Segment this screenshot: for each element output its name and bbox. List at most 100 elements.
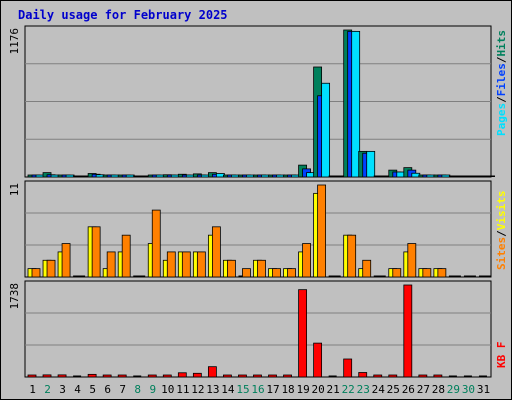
x-tick-label: 9 bbox=[149, 383, 156, 396]
bar-kb-f-day-24 bbox=[373, 374, 383, 378]
bar-sites-day-20 bbox=[317, 184, 327, 278]
bar-kb-f-day-14 bbox=[223, 374, 232, 378]
bar-kb-f-day-5 bbox=[87, 373, 97, 378]
x-tick-label: 22 bbox=[342, 383, 355, 396]
bar-sites-day-7 bbox=[121, 234, 131, 278]
x-tick-label: 24 bbox=[372, 383, 386, 396]
x-tick-label: 31 bbox=[477, 383, 490, 396]
legend-separator: / bbox=[495, 96, 508, 103]
chart-title: Daily usage for February 2025 bbox=[18, 8, 228, 22]
bar-sites-day-18 bbox=[287, 268, 296, 278]
bar-kb-f-day-16 bbox=[253, 374, 262, 378]
bar-kb-f-day-1 bbox=[27, 374, 37, 378]
bar-sites-day-10 bbox=[166, 251, 176, 278]
bar-pages-day-21 bbox=[336, 175, 345, 177]
x-tick-label: 15 bbox=[236, 383, 249, 396]
legend-entry-hits: Hits bbox=[495, 30, 508, 57]
bar-sites-day-5 bbox=[91, 226, 101, 278]
bar-kb-f-day-10 bbox=[162, 374, 172, 378]
bar-sites-day-9 bbox=[151, 209, 161, 278]
x-tick-label: 18 bbox=[281, 383, 294, 396]
bar-kb-f-day-21 bbox=[328, 375, 337, 377]
bar-sites-day-12 bbox=[196, 251, 206, 278]
x-tick-label: 23 bbox=[357, 383, 370, 396]
bar-sites-day-28 bbox=[437, 268, 447, 278]
bar-sites-day-2 bbox=[46, 259, 56, 278]
bar-kb-f-day-7 bbox=[117, 374, 127, 378]
bar-sites-day-23 bbox=[362, 259, 372, 278]
legend-entry-files: Files bbox=[495, 63, 508, 96]
bar-pages-day-24 bbox=[381, 175, 390, 177]
x-tick-label: 20 bbox=[312, 383, 325, 396]
bar-sites-day-4 bbox=[77, 275, 86, 277]
x-tick-label: 30 bbox=[462, 383, 475, 396]
legend: Sites/Visits bbox=[495, 191, 508, 271]
bar-pages-day-31 bbox=[486, 175, 495, 177]
x-tick-label: 8 bbox=[134, 383, 141, 396]
x-tick-label: 2 bbox=[44, 383, 51, 396]
bar-sites-day-1 bbox=[31, 268, 41, 278]
x-tick-label: 17 bbox=[266, 383, 279, 396]
bar-sites-day-24 bbox=[377, 275, 386, 277]
bar-sites-day-6 bbox=[106, 251, 116, 278]
x-tick-label: 11 bbox=[176, 383, 189, 396]
bar-kb-f-day-9 bbox=[147, 374, 157, 378]
bar-pages-day-8 bbox=[141, 175, 150, 177]
bar-sites-day-3 bbox=[61, 243, 71, 278]
bar-kb-f-day-17 bbox=[268, 374, 277, 378]
legend-entry-kb-f: KB F bbox=[495, 342, 508, 369]
legend-entry-sites: Sites bbox=[495, 237, 508, 270]
y-max-label: 1738 bbox=[8, 283, 21, 310]
bar-kb-f-day-2 bbox=[42, 374, 52, 378]
x-tick-label: 29 bbox=[447, 383, 460, 396]
bar-sites-day-21 bbox=[332, 275, 341, 277]
bar-sites-day-22 bbox=[347, 234, 357, 278]
bar-kb-f-day-23 bbox=[358, 372, 368, 378]
x-tick-label: 3 bbox=[59, 383, 66, 396]
bar-kb-f-day-8 bbox=[133, 375, 142, 377]
bar-kb-f-day-29 bbox=[448, 375, 457, 377]
x-tick-label: 10 bbox=[161, 383, 174, 396]
legend: Pages/Files/Hits bbox=[495, 30, 508, 136]
bar-kb-f-day-27 bbox=[418, 374, 428, 378]
bar-sites-day-30 bbox=[467, 275, 476, 277]
bar-sites-day-27 bbox=[422, 268, 432, 278]
bar-kb-f-day-28 bbox=[433, 374, 443, 378]
bar-pages-day-7 bbox=[125, 174, 135, 178]
x-tick-label: 6 bbox=[104, 383, 111, 396]
bar-sites-day-16 bbox=[257, 259, 266, 278]
bar-pages-day-3 bbox=[65, 174, 75, 178]
bar-kb-f-day-19 bbox=[298, 289, 307, 378]
bar-kb-f-day-13 bbox=[207, 366, 217, 378]
bar-sites-day-14 bbox=[227, 259, 236, 278]
bar-kb-f-day-15 bbox=[238, 374, 247, 378]
bar-kb-f-day-3 bbox=[57, 374, 67, 378]
bar-sites-day-11 bbox=[181, 251, 191, 278]
plot-area bbox=[24, 280, 492, 378]
legend: KB F bbox=[495, 342, 508, 369]
bar-sites-day-13 bbox=[211, 226, 221, 278]
bar-kb-f-day-26 bbox=[403, 284, 413, 378]
legend-separator: / bbox=[495, 230, 508, 237]
bar-sites-day-15 bbox=[242, 268, 251, 278]
visits-sites-panel: 11 Sites/Visits bbox=[8, 180, 508, 278]
x-tick-label: 7 bbox=[119, 383, 126, 396]
x-tick-label: 5 bbox=[89, 383, 96, 396]
x-tick-label: 28 bbox=[432, 383, 445, 396]
bar-kb-f-day-22 bbox=[343, 358, 353, 378]
bar-kb-f-day-6 bbox=[102, 374, 112, 378]
bar-kb-f-day-20 bbox=[313, 342, 323, 378]
bar-pages-day-20 bbox=[321, 82, 331, 178]
x-tick-label: 25 bbox=[387, 383, 400, 396]
bar-kb-f-day-18 bbox=[283, 374, 292, 378]
bar-pages-day-30 bbox=[471, 175, 480, 177]
bar-kb-f-day-4 bbox=[73, 375, 82, 377]
legend-entry-pages: Pages bbox=[495, 103, 508, 136]
bar-kb-f-day-31 bbox=[478, 375, 487, 377]
bar-pages-day-29 bbox=[456, 175, 465, 177]
x-tick-label: 19 bbox=[296, 383, 309, 396]
bar-sites-day-29 bbox=[452, 275, 461, 277]
x-tick-label: 4 bbox=[74, 383, 81, 396]
